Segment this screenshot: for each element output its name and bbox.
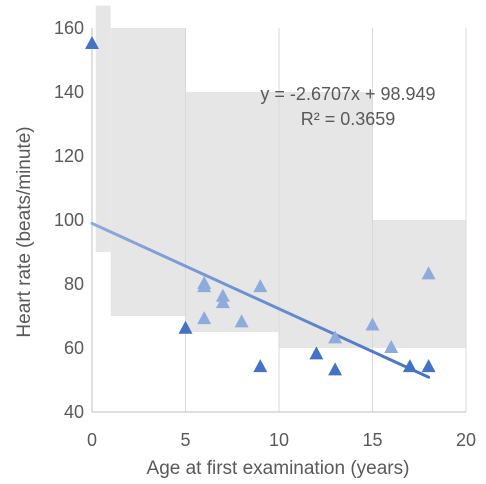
- data-point-8: [253, 279, 268, 293]
- data-point-6: [215, 295, 230, 309]
- x-tick-label-5: 5: [180, 430, 190, 450]
- data-point-0: [85, 35, 99, 49]
- trendline-equation: y = -2.6707x + 98.949: [260, 84, 435, 104]
- y-axis-title: Heart rate (beats/minute): [14, 126, 35, 337]
- band-segment-2: [185, 92, 279, 332]
- axes: [91, 28, 466, 413]
- gridlines: [185, 28, 467, 412]
- y-tick-label-120: 120: [54, 146, 84, 166]
- x-tick-label-20: 20: [456, 430, 476, 450]
- data-point-13: [365, 317, 380, 331]
- trendline: [90, 221, 431, 379]
- y-tick-label-100: 100: [54, 210, 84, 230]
- data-point-7: [234, 314, 249, 328]
- data-point-15: [402, 359, 417, 373]
- data-point-11: [328, 330, 343, 344]
- reference-band: [95, 5, 466, 348]
- y-tick-label-160: 160: [54, 18, 84, 38]
- data-points: [85, 35, 436, 376]
- y-tick-label-60: 60: [64, 338, 84, 358]
- y-tick-label-80: 80: [64, 274, 84, 294]
- data-point-14: [384, 339, 399, 353]
- r-squared-label: R² = 0.3659: [301, 109, 396, 129]
- data-point-16: [421, 266, 436, 280]
- x-tick-label-15: 15: [362, 430, 382, 450]
- data-point-4: [197, 311, 212, 325]
- data-point-9: [253, 359, 268, 373]
- tick-labels: 40 60 80 100 120 140 160 0 5 10 15 20: [54, 18, 476, 450]
- band-segment-1: [110, 28, 186, 316]
- x-tick-label-0: 0: [87, 430, 97, 450]
- band-segment-4: [372, 220, 466, 348]
- y-tick-label-40: 40: [64, 402, 84, 422]
- x-tick-label-10: 10: [269, 430, 289, 450]
- data-point-3: [197, 279, 212, 293]
- band-segment-3: [279, 92, 373, 348]
- data-point-10: [309, 346, 324, 360]
- x-axis-title: Age at first examination (years): [147, 458, 410, 479]
- y-tick-label-140: 140: [54, 82, 84, 102]
- trendline-group: [90, 221, 431, 379]
- data-point-17: [421, 359, 436, 373]
- data-point-12: [328, 362, 343, 376]
- band-segment-0: [95, 5, 111, 252]
- data-point-1: [178, 320, 193, 334]
